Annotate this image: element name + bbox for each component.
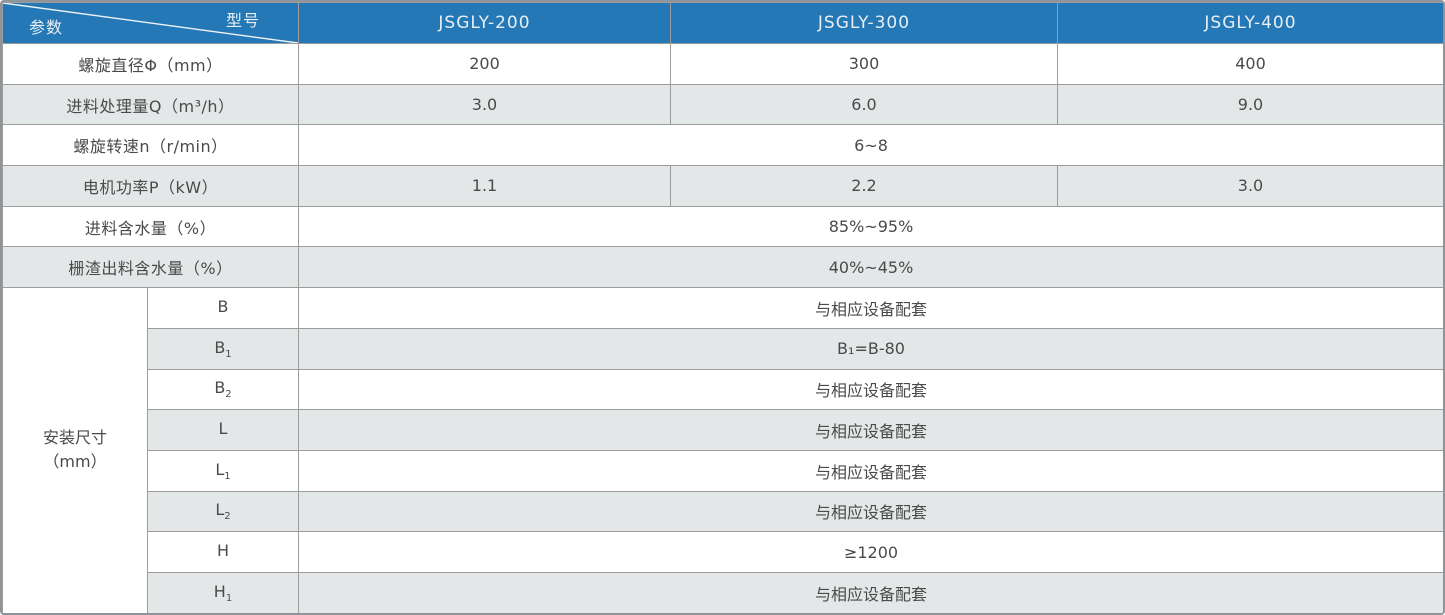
- table-row-dim-l1: L1 与相应设备配套: [2, 449, 1443, 492]
- cell-value: 1.1: [298, 165, 671, 207]
- cell-value: 3.0: [298, 83, 671, 126]
- row-label: 螺旋转速n（r/min）: [2, 124, 299, 167]
- dim-label-b2: B2: [147, 368, 299, 411]
- table-row-dim-l2: L2 与相应设备配套: [2, 490, 1443, 533]
- cell-value: 2.2: [670, 165, 1058, 207]
- table-row-dim-h1: H1 与相应设备配套: [2, 571, 1443, 613]
- cell-value-span: 与相应设备配套: [298, 449, 1443, 492]
- cell-value: 3.0: [1057, 165, 1443, 207]
- cell-value: 9.0: [1057, 83, 1443, 126]
- header-row: 参数 型号 JSGLY-200 JSGLY-300 JSGLY-400: [2, 2, 1443, 44]
- table-row-screw-speed: 螺旋转速n（r/min） 6~8: [2, 124, 1443, 167]
- table-row-dim-l: L 与相应设备配套: [2, 409, 1443, 451]
- model-header-jsgly-200: JSGLY-200: [298, 2, 671, 44]
- table-row-screenings-moisture: 栅渣出料含水量（%） 40%~45%: [2, 246, 1443, 289]
- cell-value: 400: [1057, 43, 1443, 85]
- corner-cell: 参数 型号: [2, 2, 299, 44]
- row-label: 进料含水量（%）: [2, 205, 299, 248]
- table-row-dim-b1: B1 B₁=B-80: [2, 327, 1443, 370]
- dim-label-h1: H1: [147, 571, 299, 613]
- row-label: 螺旋直径Φ（mm）: [2, 43, 299, 85]
- dim-label-l2: L2: [147, 490, 299, 533]
- corner-model-label: 型号: [225, 11, 260, 30]
- cell-value-span: ≥1200: [298, 531, 1443, 573]
- row-label: 进料处理量Q（m³/h）: [2, 83, 299, 126]
- diagonal-divider: [3, 3, 298, 43]
- row-label: 电机功率P（kW）: [2, 165, 299, 207]
- cell-value-span: 40%~45%: [298, 246, 1443, 289]
- corner-param-label: 参数: [29, 18, 64, 37]
- model-header-jsgly-400: JSGLY-400: [1057, 2, 1443, 44]
- cell-value: 300: [670, 43, 1058, 85]
- install-dims-label-line1: 安装尺寸: [42, 427, 107, 447]
- cell-value-span: 与相应设备配套: [298, 490, 1443, 533]
- install-dims-label-line2: （mm）: [43, 452, 107, 472]
- install-dims-group-cell: 安装尺寸 （mm）: [2, 287, 148, 613]
- table-row-feed-capacity: 进料处理量Q（m³/h） 3.0 6.0 9.0: [2, 83, 1443, 126]
- cell-value: 200: [298, 43, 671, 85]
- dim-label-l: L: [147, 409, 299, 451]
- dim-label-b: B: [147, 287, 299, 329]
- model-header-jsgly-300: JSGLY-300: [670, 2, 1058, 44]
- cell-value-span: 与相应设备配套: [298, 571, 1443, 613]
- table-row-dim-h: H ≥1200: [2, 531, 1443, 573]
- cell-value-span: B₁=B-80: [298, 327, 1443, 370]
- dim-label-l1: L1: [147, 449, 299, 492]
- row-label: 栅渣出料含水量（%）: [2, 246, 299, 289]
- dim-label-h: H: [147, 531, 299, 573]
- table-row-feed-moisture: 进料含水量（%） 85%~95%: [2, 205, 1443, 248]
- table-row-screw-diameter: 螺旋直径Φ（mm） 200 300 400: [2, 43, 1443, 85]
- table-row-dim-b: 安装尺寸 （mm） B 与相应设备配套: [2, 287, 1443, 613]
- cell-value-span: 85%~95%: [298, 205, 1443, 248]
- cell-value-span: 与相应设备配套: [298, 409, 1443, 451]
- cell-value-span: 与相应设备配套: [298, 368, 1443, 411]
- cell-value-span: 6~8: [298, 124, 1443, 167]
- dim-label-b1: B1: [147, 327, 299, 370]
- table-row-motor-power: 电机功率P（kW） 1.1 2.2 3.0: [2, 165, 1443, 207]
- table-row-dim-b2: B2 与相应设备配套: [2, 368, 1443, 411]
- cell-value-span: 与相应设备配套: [298, 287, 1443, 329]
- cell-value: 6.0: [670, 83, 1058, 126]
